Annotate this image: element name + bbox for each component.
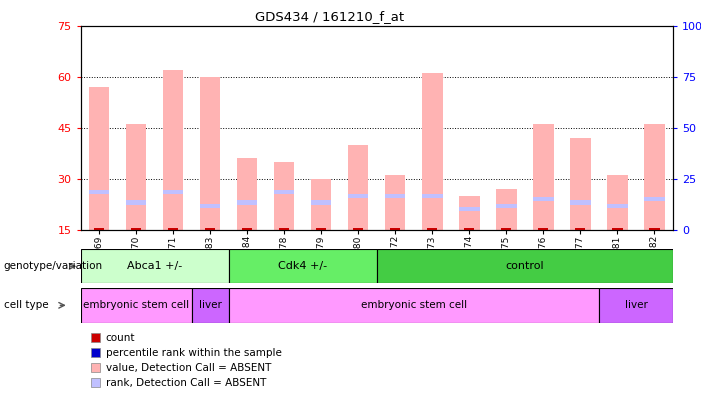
Bar [126, 124, 147, 230]
Bar [570, 138, 590, 230]
Bar [131, 228, 141, 230]
Bar [163, 190, 184, 194]
Bar [279, 228, 290, 230]
Text: embryonic stem cell: embryonic stem cell [361, 300, 467, 310]
Bar [649, 228, 660, 230]
Bar [237, 200, 257, 204]
Bar [422, 73, 442, 230]
Text: genotype/variation: genotype/variation [4, 261, 102, 271]
Bar [126, 200, 147, 204]
Bar [191, 288, 229, 323]
Bar [353, 228, 363, 230]
Bar [237, 158, 257, 230]
Text: cell type: cell type [4, 300, 48, 310]
Bar [644, 124, 665, 230]
Text: Abca1 +/-: Abca1 +/- [127, 261, 182, 271]
Bar [464, 228, 475, 230]
Bar [242, 228, 252, 230]
Bar [459, 207, 479, 211]
Text: liver: liver [199, 300, 222, 310]
Bar [274, 190, 294, 194]
Bar [311, 200, 332, 204]
Bar [200, 77, 220, 230]
Text: control: control [505, 261, 544, 271]
Bar [459, 196, 479, 230]
Bar [533, 124, 554, 230]
Bar [501, 228, 512, 230]
Bar [311, 179, 332, 230]
Bar [613, 228, 622, 230]
Text: embryonic stem cell: embryonic stem cell [83, 300, 189, 310]
Text: count: count [106, 333, 135, 343]
Text: Cdk4 +/-: Cdk4 +/- [278, 261, 327, 271]
Bar [385, 175, 405, 230]
Bar [644, 197, 665, 201]
Bar [81, 288, 191, 323]
Bar [538, 228, 548, 230]
Bar [377, 249, 673, 283]
Bar [385, 194, 405, 198]
Bar [94, 228, 104, 230]
Bar [427, 228, 437, 230]
Text: percentile rank within the sample: percentile rank within the sample [106, 348, 282, 358]
Bar [496, 204, 517, 208]
Bar [168, 228, 178, 230]
Bar [205, 228, 215, 230]
Bar [496, 189, 517, 230]
Bar [607, 175, 627, 230]
Bar [229, 288, 599, 323]
Bar [81, 249, 229, 283]
Bar [422, 194, 442, 198]
Bar [576, 228, 585, 230]
Bar [89, 190, 109, 194]
Bar [390, 228, 400, 230]
Bar [348, 194, 369, 198]
Text: GDS434 / 161210_f_at: GDS434 / 161210_f_at [255, 10, 404, 23]
Bar [533, 197, 554, 201]
Bar [200, 204, 220, 208]
Bar [599, 288, 673, 323]
Bar [274, 162, 294, 230]
Bar [229, 249, 377, 283]
Text: liver: liver [625, 300, 648, 310]
Bar [89, 87, 109, 230]
Bar [163, 70, 184, 230]
Bar [570, 200, 590, 204]
Bar [348, 145, 369, 230]
Text: value, Detection Call = ABSENT: value, Detection Call = ABSENT [106, 363, 271, 373]
Text: rank, Detection Call = ABSENT: rank, Detection Call = ABSENT [106, 378, 266, 388]
Bar [316, 228, 327, 230]
Bar [607, 204, 627, 208]
